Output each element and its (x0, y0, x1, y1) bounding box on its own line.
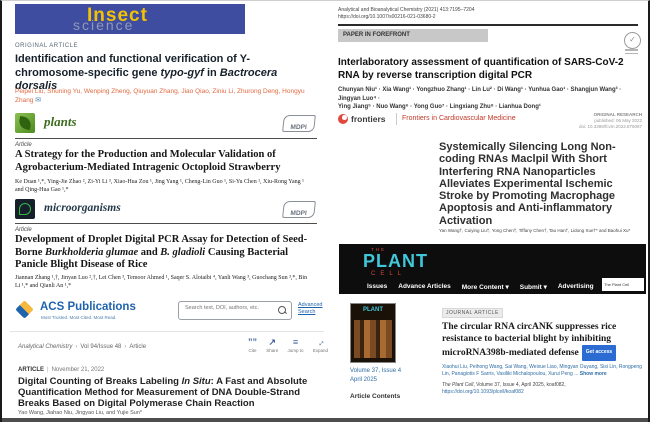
abc-citation-line: Analytical and Bioanalytical Chemistry (… (338, 7, 475, 13)
mdpi-logo[interactable]: MDPI (282, 115, 316, 132)
plant-cell-banner: THE PLANT CELL Issues Advance Articles M… (339, 244, 646, 294)
insect-science-journal-banner: science Insect (15, 4, 245, 34)
nav-item-advertising[interactable]: Advertising (557, 283, 594, 290)
issue-date-link[interactable]: April 2025 (350, 376, 378, 383)
plants-article-authors: Ke Duan ¹,*, Ying-Jie Zhao ², Zi-Yi Li ³… (15, 179, 304, 193)
nav-item-advance-articles[interactable]: Advance Articles (398, 283, 451, 290)
insect-science-logo-insect: Insect (87, 5, 148, 26)
plant-cell-nav-widget[interactable]: The Plant Cell (602, 278, 644, 291)
divider (338, 24, 638, 26)
acs-article-meta: ARTICLE | November 21, 2022 (18, 367, 105, 373)
acs-article-title: Digital Counting of Breaks Labeling In S… (18, 376, 308, 409)
search-input[interactable] (183, 304, 275, 312)
plant-cell-article: JOURNAL ARTICLE The circular RNA circANK… (442, 301, 647, 396)
left-column: science Insect ORIGINAL ARTICLE Identifi… (10, 1, 328, 419)
plants-journal-logo: plants (44, 114, 77, 129)
microorganisms-journal-logo: microorganisms (44, 202, 121, 214)
volume-issue-link[interactable]: Volume 37, Issue 4 (350, 368, 402, 374)
share-icon: ↗ (268, 337, 277, 347)
email-icon[interactable]: ✉ (35, 97, 42, 104)
microorganisms-microbe-icon (15, 199, 35, 219)
plants-journal-header: plants MDPI (15, 112, 317, 136)
article-toolbar: ”” Cite ↗ Share ≡ Jump to ↔ Expand (248, 335, 328, 354)
advanced-search-link[interactable]: Advanced Search (298, 302, 323, 315)
mdpi-logo[interactable]: MDPI (282, 201, 316, 218)
micro-article-label: Article (15, 227, 32, 233)
jump-to-icon: ≡ (292, 337, 299, 347)
acs-article-label: ARTICLE (18, 367, 44, 373)
expand-button[interactable]: ↔ Expand (312, 335, 328, 353)
divider (15, 223, 317, 224)
cite-button[interactable]: ”” Cite (248, 337, 257, 354)
plant-cell-logo-cell: CELL (371, 271, 407, 277)
plant-cell-doi-link[interactable]: https://doi.org/10.1093/plcell/koaf082 (442, 388, 524, 395)
publication-date: November 21, 2022 (51, 367, 105, 373)
plant-cell-nav: Issues Advance Articles More Content ▾ S… (367, 283, 628, 291)
window-bottom-edge (2, 418, 648, 422)
original-article-label: ORIGINAL ARTICLE (15, 43, 79, 49)
jump-to-button[interactable]: ≡ Jump to (287, 337, 304, 354)
insect-science-logo-science: science (73, 17, 135, 33)
breadcrumb-issue[interactable]: Vol 94/Issue 48 (80, 344, 122, 350)
article-contents-heading: Article Contents (350, 393, 401, 400)
issue-links: Volume 37, Issue 4 April 2025 (350, 367, 401, 384)
acs-brand[interactable]: ACS Publications (40, 301, 136, 313)
divider (15, 138, 317, 139)
plants-article-label: Article (15, 142, 32, 148)
frontiers-journal-name[interactable]: Frontiers in Cardiovascular Medicine (402, 115, 516, 122)
share-button[interactable]: ↗ Share (266, 337, 279, 354)
get-access-button[interactable]: Get access (581, 345, 617, 361)
plants-leaf-icon (15, 113, 35, 133)
paper-in-forefront-badge: PAPER IN FOREFRONT (338, 29, 488, 42)
micro-article-title: Development of Droplet Digital PCR Assay… (15, 234, 308, 270)
cite-icon: ”” (248, 337, 257, 347)
acs-logo-icon[interactable] (15, 300, 34, 319)
nav-item-submit[interactable]: Submit ▾ (519, 284, 547, 291)
frontiers-article-title: Systemically Silencing Long Non-coding R… (439, 141, 616, 227)
plant-cell-citation: The Plant Cell, Volume 37, Issue 4, Apri… (442, 382, 647, 396)
check-for-updates-icon[interactable]: ✓ (624, 32, 641, 49)
plant-cell-article-title: The circular RNA circANK suppresses rice… (442, 322, 647, 361)
acs-search-box[interactable] (178, 301, 292, 320)
cover-image (354, 320, 392, 358)
insect-article-authors: Peipei Liu, Shuning Yu, Wenping Zheng, Q… (15, 88, 305, 104)
abc-article-authors: Chunyan Niu¹ · Xia Wang¹ · Yongzhuo Zhan… (338, 87, 622, 110)
nav-item-issues[interactable]: Issues (367, 283, 388, 290)
plant-cell-logo-plant[interactable]: PLANT (363, 251, 428, 271)
show-more-link[interactable]: Show more (579, 370, 607, 377)
abc-doi-link[interactable]: https://doi.org/10.1007/s00216-021-03680… (338, 14, 436, 20)
breadcrumb-article: Article (129, 344, 147, 350)
breadcrumb-journal[interactable]: Analytical Chemistry (18, 344, 73, 350)
frontiers-brand[interactable]: frontiers (351, 114, 386, 124)
insect-article-title: Identification and functional verificati… (15, 53, 278, 92)
frontiers-article-meta: ORIGINAL RESEARCH published: 06 May 2022… (484, 112, 642, 130)
frontiers-doi[interactable]: doi: 10.3389/fcvm.2022.876087 (578, 124, 642, 129)
plant-cell-article-authors: Xiaohui Liu, Peihong Wang, Sai Wang, Wei… (442, 363, 642, 377)
breadcrumb: Analytical Chemistry › Vol 94/Issue 48 › Art… (18, 344, 147, 350)
journal-article-badge: JOURNAL ARTICLE (442, 308, 503, 318)
frontiers-article-authors: Yan Wang†, Cuiying Liu†, Yong Chen†, Tif… (439, 228, 631, 233)
acs-article-authors: Yao Wang, Jiahao Niu, Jingyao Liu, and Y… (18, 410, 143, 416)
divider (10, 331, 324, 332)
search-icon[interactable] (278, 306, 286, 314)
check-for-updates-caption (625, 49, 638, 56)
plant-cell-logo-the: THE (371, 247, 386, 252)
abc-article-title: Interlaboratory assessment of quantifica… (338, 57, 624, 81)
abc-journal-reference: Analytical and Bioanalytical Chemistry (… (338, 7, 474, 21)
journal-cover-thumbnail[interactable]: PLANT (350, 303, 396, 363)
divider (396, 113, 397, 125)
microorganisms-journal-header: microorganisms MDPI (15, 198, 317, 222)
acs-tagline: Most Trusted. Most Cited. Most Read. (41, 315, 117, 320)
right-column: Analytical and Bioanalytical Chemistry (… (334, 1, 648, 419)
nav-item-more-content[interactable]: More Content ▾ (461, 284, 509, 291)
frontiers-logo-icon[interactable] (338, 114, 348, 124)
micro-article-authors: Jiannan Zhang ¹,†, Jinyan Luo ²,†, Lei C… (15, 275, 308, 289)
plants-article-title: A Strategy for the Production and Molecu… (15, 149, 281, 173)
